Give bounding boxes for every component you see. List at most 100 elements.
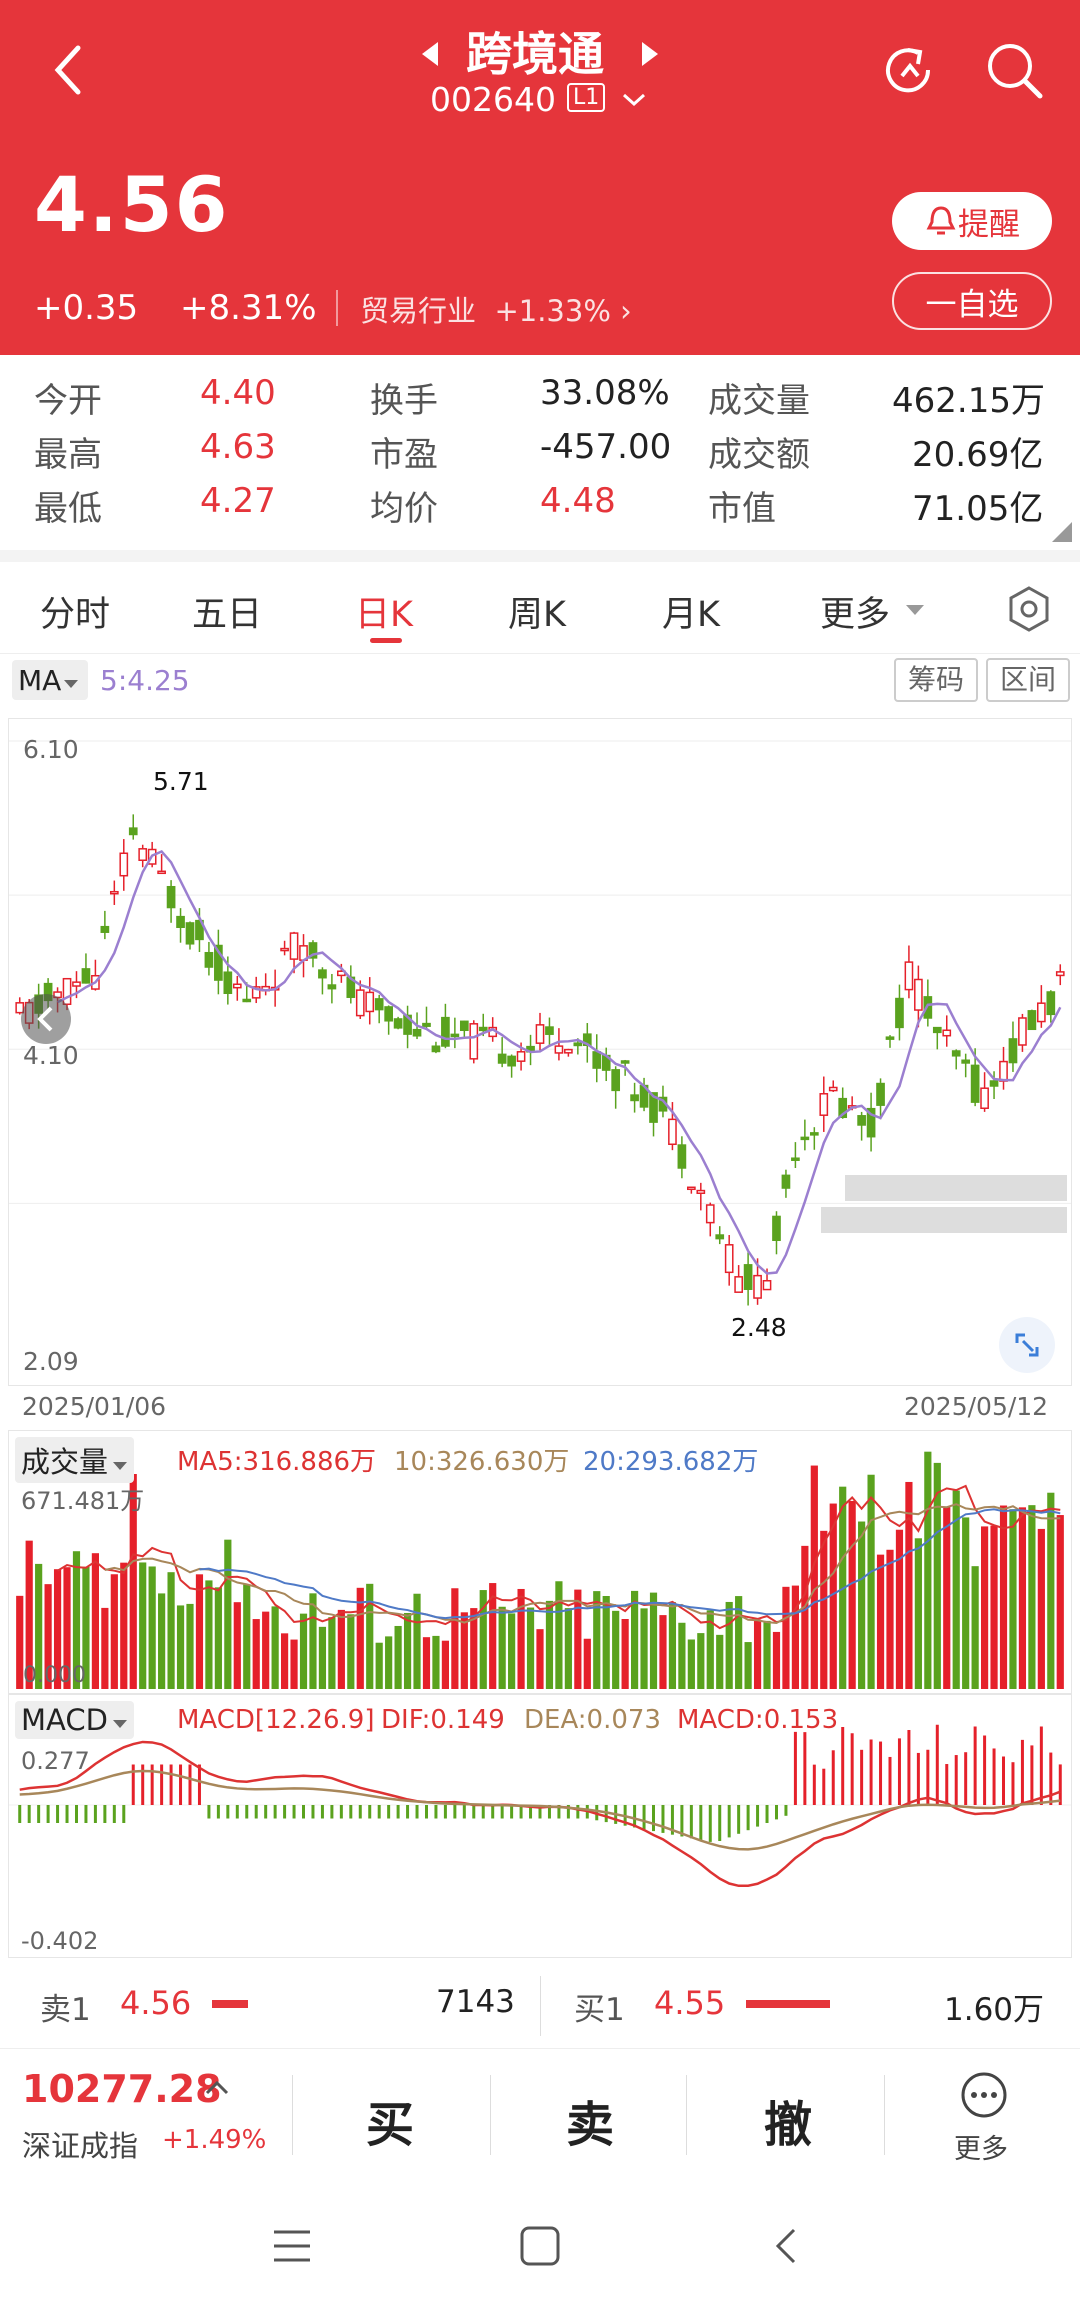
candle-body [970, 1064, 980, 1103]
volume-bar [810, 1465, 818, 1689]
chevron-left-icon [37, 1006, 53, 1032]
menu-icon[interactable] [270, 2226, 314, 2266]
refresh-icon[interactable] [878, 40, 938, 100]
prev-stock-icon[interactable] [420, 40, 442, 68]
settings-hexagon-icon[interactable] [1004, 584, 1054, 634]
more-dots-icon[interactable] [960, 2071, 1008, 2119]
volume-bar [375, 1642, 383, 1689]
industry-link[interactable]: 贸易行业 +1.33% › [360, 294, 632, 328]
volume-selector[interactable]: 成交量 [15, 1437, 135, 1483]
kline-chart[interactable]: 6.10 4.10 2.09 5.71 2.48 [8, 718, 1072, 1386]
range-button[interactable]: 区间 [986, 658, 1070, 702]
volume-bar [716, 1634, 724, 1689]
volume-bar [299, 1613, 308, 1689]
watchlist-button[interactable]: 一自选 [892, 272, 1052, 330]
volume-bar [962, 1517, 970, 1689]
candle-body [1018, 1017, 1027, 1046]
fullscreen-button[interactable] [999, 1317, 1055, 1373]
quote-stats: 今开 4.40 换手 33.08% 成交量 462.15万 最高 4.63 市盈… [0, 355, 1080, 550]
volume-bar [876, 1554, 885, 1689]
candle-body [687, 1186, 696, 1191]
volume-bar [176, 1605, 185, 1689]
candle-body [564, 1048, 573, 1054]
volume-bar [574, 1589, 582, 1689]
alert-button[interactable]: 提醒 [892, 192, 1052, 250]
tab-weekly-k[interactable]: 周K [508, 595, 566, 635]
tab-daily-k[interactable]: 日K [355, 595, 413, 635]
chevron-down-icon[interactable] [620, 90, 648, 110]
sell-button[interactable]: 卖 [566, 2097, 615, 2153]
volume-bar [53, 1569, 62, 1689]
chevron-up-icon[interactable] [204, 2077, 230, 2099]
volume-bar [186, 1603, 194, 1689]
volume-bar [35, 1563, 43, 1689]
volume-bar [498, 1606, 506, 1689]
ma-selector[interactable]: MA [12, 660, 88, 700]
y-axis-mid: 4.10 [23, 1041, 79, 1070]
stat-label: 市值 [708, 489, 776, 529]
volume-bar [1018, 1507, 1027, 1689]
tab-five-day[interactable]: 五日 [192, 595, 263, 635]
volume-bar [564, 1608, 572, 1689]
tab-intraday[interactable]: 分时 [40, 595, 111, 635]
candle-body [431, 1045, 441, 1053]
volume-bar [753, 1619, 762, 1689]
candle-body [166, 885, 176, 909]
candle-body [696, 1189, 706, 1194]
y-axis-top: 6.10 [23, 735, 79, 764]
volume-bar [233, 1602, 241, 1689]
volume-bar [659, 1615, 667, 1689]
divider [540, 1976, 541, 2036]
tab-more[interactable]: 更多 [820, 595, 891, 635]
volume-bar [858, 1521, 866, 1689]
index-value[interactable]: 10277.28 [22, 2067, 222, 2111]
back-icon[interactable] [770, 2224, 802, 2268]
expand-corner-icon[interactable] [1050, 520, 1074, 544]
macd-params: MACD[12.26.9] [177, 1705, 375, 1735]
volume-bar [555, 1581, 563, 1689]
volume-bar [924, 1451, 932, 1689]
buy-button[interactable]: 买 [366, 2097, 415, 2153]
caret-down-icon[interactable] [904, 602, 926, 618]
home-square-icon[interactable] [518, 2224, 562, 2268]
next-stock-icon[interactable] [638, 40, 660, 68]
back-arrow-icon[interactable] [48, 42, 88, 98]
macd-chart[interactable]: MACD MACD[12.26.9] DIF:0.149 DEA:0.073 M… [8, 1694, 1072, 1958]
volume-bar [829, 1503, 837, 1689]
volume-bar [508, 1613, 516, 1689]
chips-button[interactable]: 筹码 [894, 658, 978, 702]
candle-body [724, 1244, 734, 1274]
volume-bar [441, 1640, 449, 1689]
cancel-button[interactable]: 撤 [764, 2097, 813, 2153]
candle-body [232, 983, 242, 989]
caret-down-icon [113, 1462, 128, 1470]
macd-dea: DEA:0.073 [524, 1705, 661, 1735]
candle-body [772, 1215, 781, 1242]
section-gap [0, 550, 1080, 562]
volume-bar [318, 1626, 327, 1689]
tab-monthly-k[interactable]: 月K [662, 595, 720, 635]
candle-body [904, 961, 914, 991]
dea-line [19, 1769, 1061, 1851]
candle-body [176, 915, 185, 929]
volume-bar [621, 1619, 629, 1689]
volume-bar [782, 1586, 790, 1689]
candle-body [355, 989, 365, 1017]
scroll-left-button[interactable] [21, 994, 71, 1044]
volume-bar [536, 1629, 544, 1689]
candle-body [393, 1018, 403, 1029]
macd-selector[interactable]: MACD [15, 1701, 134, 1739]
candle-body [450, 1033, 460, 1038]
volume-bar [801, 1545, 809, 1689]
volume-bar [593, 1591, 601, 1689]
candle-body [876, 1082, 885, 1106]
candle-body [573, 1042, 583, 1047]
bell-icon [926, 206, 956, 235]
more-label[interactable]: 更多 [954, 2134, 1008, 2165]
volume-bar [451, 1588, 459, 1689]
system-nav-bar [0, 2180, 1080, 2313]
volume-chart[interactable]: 成交量 MA5:316.886万 10:326.630万 20:293.682万… [8, 1430, 1072, 1694]
stat-value: 20.69亿 [912, 435, 1044, 475]
macd-svg [9, 1724, 1071, 1888]
search-icon[interactable] [982, 38, 1046, 102]
